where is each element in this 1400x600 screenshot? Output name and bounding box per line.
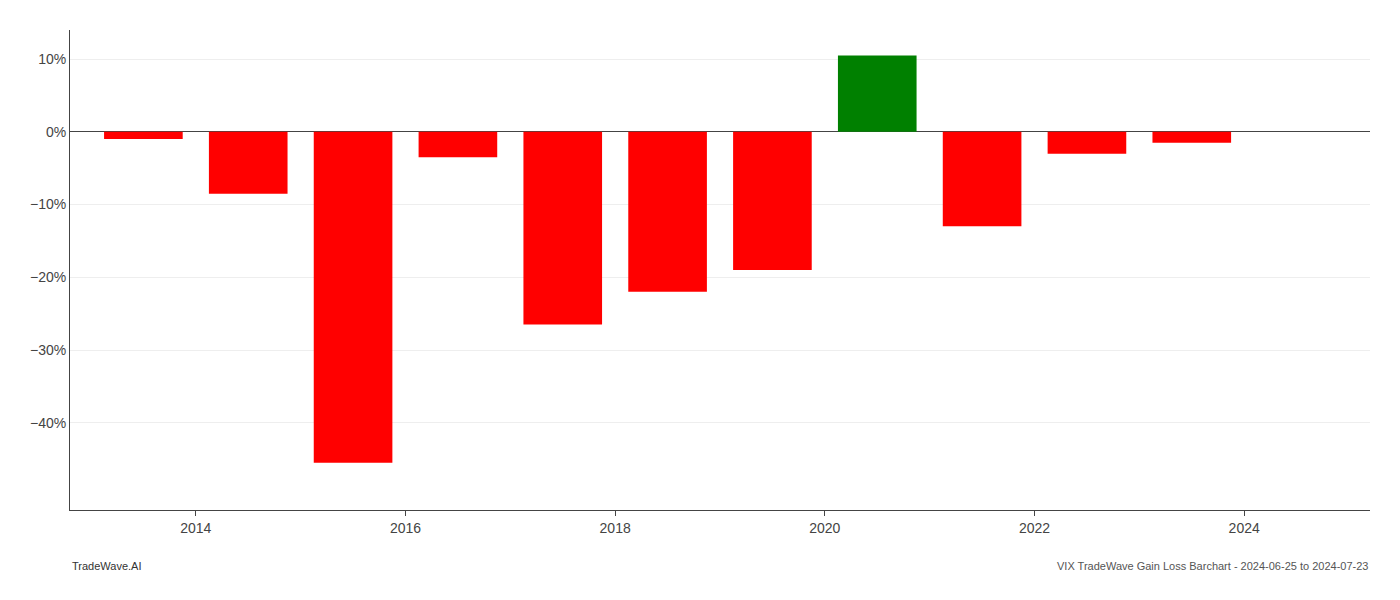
svg-text:−10%: −10% (30, 196, 66, 212)
svg-text:10%: 10% (38, 51, 66, 67)
svg-text:−30%: −30% (30, 342, 66, 358)
svg-text:2014: 2014 (180, 520, 211, 536)
svg-text:2016: 2016 (390, 520, 421, 536)
svg-text:2020: 2020 (809, 520, 840, 536)
svg-text:VIX TradeWave Gain Loss Barcha: VIX TradeWave Gain Loss Barchart - 2024-… (1057, 560, 1368, 572)
svg-text:TradeWave.AI: TradeWave.AI (72, 560, 142, 572)
svg-text:2022: 2022 (1019, 520, 1050, 536)
svg-text:−20%: −20% (30, 269, 66, 285)
svg-text:2018: 2018 (600, 520, 631, 536)
svg-text:−40%: −40% (30, 415, 66, 431)
svg-text:0%: 0% (46, 124, 66, 140)
svg-text:2024: 2024 (1229, 520, 1260, 536)
